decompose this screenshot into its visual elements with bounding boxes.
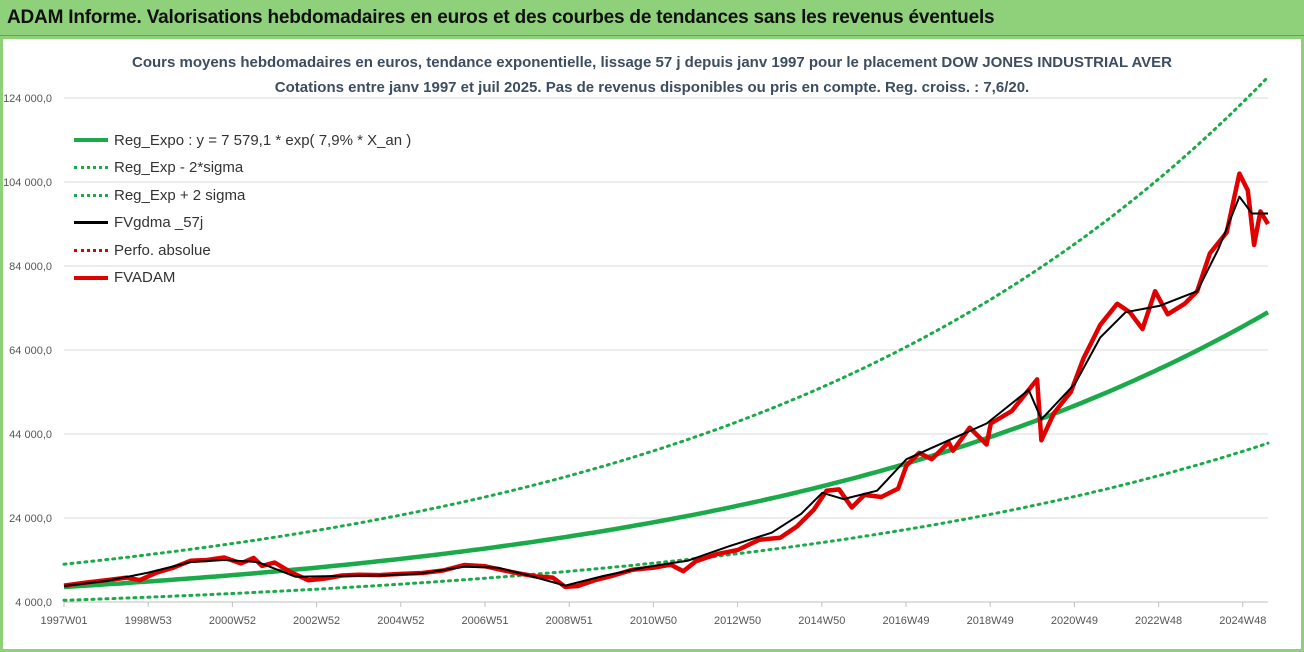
x-tick-label: 2008W51 [546, 615, 593, 627]
x-tick-label: 2016W49 [882, 615, 929, 627]
chart-subtitle: Cotations entre janv 1997 et juil 2025. … [274, 79, 1030, 96]
legend-entry: Reg_Exp - 2*sigma [74, 157, 243, 179]
x-tick-label: 2018W49 [967, 615, 1014, 627]
y-tick-label: 64 000,0 [9, 345, 52, 357]
x-tick-label: 1997W01 [40, 615, 87, 627]
legend-swatch [74, 221, 108, 224]
legend-swatch [74, 248, 108, 252]
x-tick-label: 2004W52 [377, 615, 424, 627]
chart-frame [0, 36, 1304, 652]
legend-swatch [74, 275, 108, 280]
banner-title: ADAM Informe. Valorisations hebdomadaire… [7, 7, 995, 28]
legend-entry: FVADAM [74, 267, 175, 289]
x-tick-label: 2024W48 [1219, 615, 1266, 627]
legend-swatch [74, 166, 108, 169]
legend-swatch [74, 193, 108, 197]
y-tick-label: 84 000,0 [9, 261, 52, 273]
legend-entry: FVgdma _57j [74, 212, 203, 234]
y-tick-label: 124 000,0 [3, 93, 52, 105]
x-tick-label: 1998W53 [125, 615, 172, 627]
legend-entry: Perfo. absolue [74, 239, 211, 261]
legend-label: Reg_Exp - 2*sigma [114, 159, 244, 176]
legend-label: Reg_Exp + 2 sigma [114, 186, 246, 204]
x-tick-label: 2002W52 [293, 615, 340, 627]
y-tick-label: 44 000,0 [9, 429, 52, 441]
x-tick-label: 2000W52 [209, 615, 256, 627]
series-line-2 [62, 75, 1270, 566]
series-line-1 [62, 441, 1270, 602]
x-tick-label: 2020W49 [1051, 615, 1098, 627]
legend-label: FVADAM [114, 269, 176, 286]
series-line-5 [63, 171, 1270, 590]
x-tick-label: 2006W51 [461, 615, 508, 627]
legend-label: FVgdma _57j [114, 214, 204, 231]
legend-entry: Reg_Exp + 2 sigma [74, 184, 245, 206]
x-tick-label: 2014W50 [798, 615, 845, 627]
x-tick-label: 2012W50 [714, 615, 761, 627]
legend-label: Reg_Expo : y = 7 579,1 * exp( 7,9% * X_a… [114, 131, 412, 149]
x-tick-label: 2022W48 [1135, 615, 1182, 627]
y-tick-label: 4 000,0 [15, 597, 52, 609]
legend-entry: Reg_Expo : y = 7 579,1 * exp( 7,9% * X_a… [74, 129, 411, 151]
header-banner: ADAM Informe. Valorisations hebdomadaire… [0, 0, 1304, 36]
y-tick-label: 24 000,0 [9, 513, 52, 525]
series-line-0 [63, 310, 1270, 590]
series-line-3 [63, 195, 1268, 587]
legend-swatch [74, 138, 108, 142]
legend-label: Perfo. absolue [114, 241, 211, 259]
x-tick-label: 2010W50 [630, 615, 677, 627]
y-tick-label: 104 000,0 [3, 177, 52, 189]
chart-title: Cours moyens hebdomadaires en euros, ten… [131, 54, 1173, 71]
